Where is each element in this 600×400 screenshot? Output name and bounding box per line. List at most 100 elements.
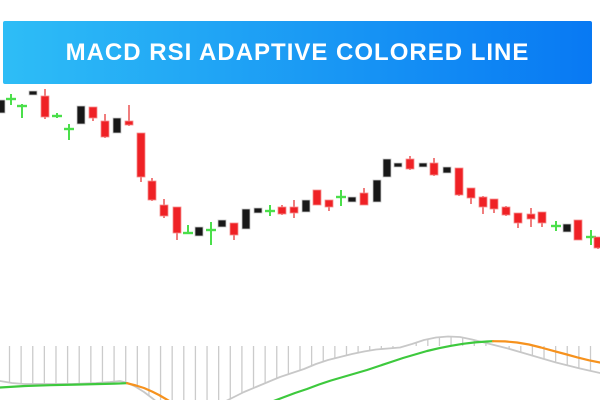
doji-candle: [17, 104, 27, 118]
doji-candle: [6, 94, 16, 105]
bear-candle: [429, 158, 439, 176]
bear-candle: [501, 206, 511, 216]
bear-candle: [593, 236, 600, 249]
neutral-candle: [194, 226, 204, 237]
candle-body: [40, 95, 50, 118]
candle-body: [241, 208, 251, 230]
neutral-candle: [301, 199, 311, 213]
bear-candle: [454, 167, 464, 196]
candle-body: [76, 105, 86, 125]
neutral-candle: [76, 105, 86, 125]
adaptive-line-segment-orange: [491, 340, 600, 364]
candle-body: [562, 223, 572, 233]
candle-body: [0, 99, 6, 114]
candle-body: [172, 206, 182, 234]
bear-candle: [526, 208, 536, 227]
adaptive-line-segment-green: [0, 382, 129, 389]
adaptive-line-segment-green: [273, 340, 495, 400]
neutral-candle: [217, 219, 227, 228]
bear-candle: [537, 211, 547, 227]
bear-candle: [513, 212, 523, 228]
neutral-candle: [28, 90, 38, 96]
neutral-candle: [393, 162, 403, 168]
candle-body: [359, 192, 369, 206]
candle-body: [301, 199, 311, 213]
bear-candle: [159, 199, 169, 218]
neutral-candle: [382, 158, 392, 178]
bear-candle: [100, 114, 110, 138]
neutral-candle: [0, 99, 6, 114]
candle-body: [393, 162, 403, 168]
candle-body: [537, 211, 547, 224]
candle-body: [289, 206, 299, 214]
candle-body: [229, 222, 239, 236]
bear-candle: [573, 219, 583, 241]
candle-body: [124, 120, 134, 126]
neutral-candle: [372, 179, 382, 203]
candle-body: [382, 158, 392, 178]
candle-body: [418, 162, 428, 168]
bear-candle: [478, 196, 488, 214]
doji-candle: [64, 124, 74, 140]
candle-body: [253, 207, 263, 214]
doji-candle: [265, 205, 275, 216]
candle-body: [429, 162, 439, 176]
bear-candle: [277, 205, 287, 215]
bear-candle: [88, 106, 98, 121]
page-title: MACD RSI ADAPTIVE COLORED LINE: [65, 38, 530, 66]
candle-body: [454, 167, 464, 196]
bear-candle: [324, 199, 334, 211]
candle-body: [277, 206, 287, 215]
doji-candle: [206, 222, 216, 245]
neutral-candle: [241, 208, 251, 230]
candle-body: [136, 132, 146, 178]
candle-body: [347, 196, 357, 203]
candle-body: [100, 120, 110, 138]
bear-candle: [466, 187, 476, 204]
doji-candle: [52, 113, 62, 118]
neutral-candle: [442, 166, 452, 174]
candle-body: [573, 219, 583, 241]
candle-body: [526, 213, 536, 220]
candle-body: [159, 204, 169, 217]
candle-body: [28, 90, 38, 96]
candlestick-series: [0, 89, 600, 249]
candle-body: [312, 189, 322, 206]
candle-body: [217, 219, 227, 228]
neutral-candle: [253, 207, 263, 214]
candle-body: [501, 206, 511, 216]
neutral-candle: [112, 117, 122, 134]
neutral-candle: [562, 223, 572, 233]
candle-body: [466, 187, 476, 199]
bear-candle: [136, 132, 146, 182]
bear-candle: [229, 222, 239, 240]
candle-body: [194, 226, 204, 237]
doji-candle: [551, 221, 561, 231]
bear-candle: [312, 189, 322, 206]
bear-candle: [124, 105, 134, 126]
candle-body: [112, 117, 122, 134]
candle-body: [489, 198, 499, 210]
bear-candle: [172, 206, 182, 240]
candle-body: [405, 158, 415, 170]
candle-body: [147, 180, 157, 201]
candle-body: [372, 179, 382, 203]
candle-body: [593, 236, 600, 249]
bear-candle: [40, 89, 50, 119]
bear-candle: [359, 188, 369, 206]
adaptive-line-segment-orange: [125, 382, 170, 400]
bear-candle: [289, 200, 299, 218]
doji-candle: [336, 190, 346, 206]
title-banner: MACD RSI ADAPTIVE COLORED LINE: [3, 21, 592, 84]
candle-body: [88, 106, 98, 119]
bear-candle: [405, 156, 415, 170]
bear-candle: [489, 198, 499, 213]
neutral-candle: [418, 162, 428, 168]
neutral-candle: [347, 196, 357, 203]
candle-body: [478, 196, 488, 208]
candle-body: [324, 199, 334, 208]
candle-body: [442, 166, 452, 174]
bear-candle: [147, 178, 157, 201]
